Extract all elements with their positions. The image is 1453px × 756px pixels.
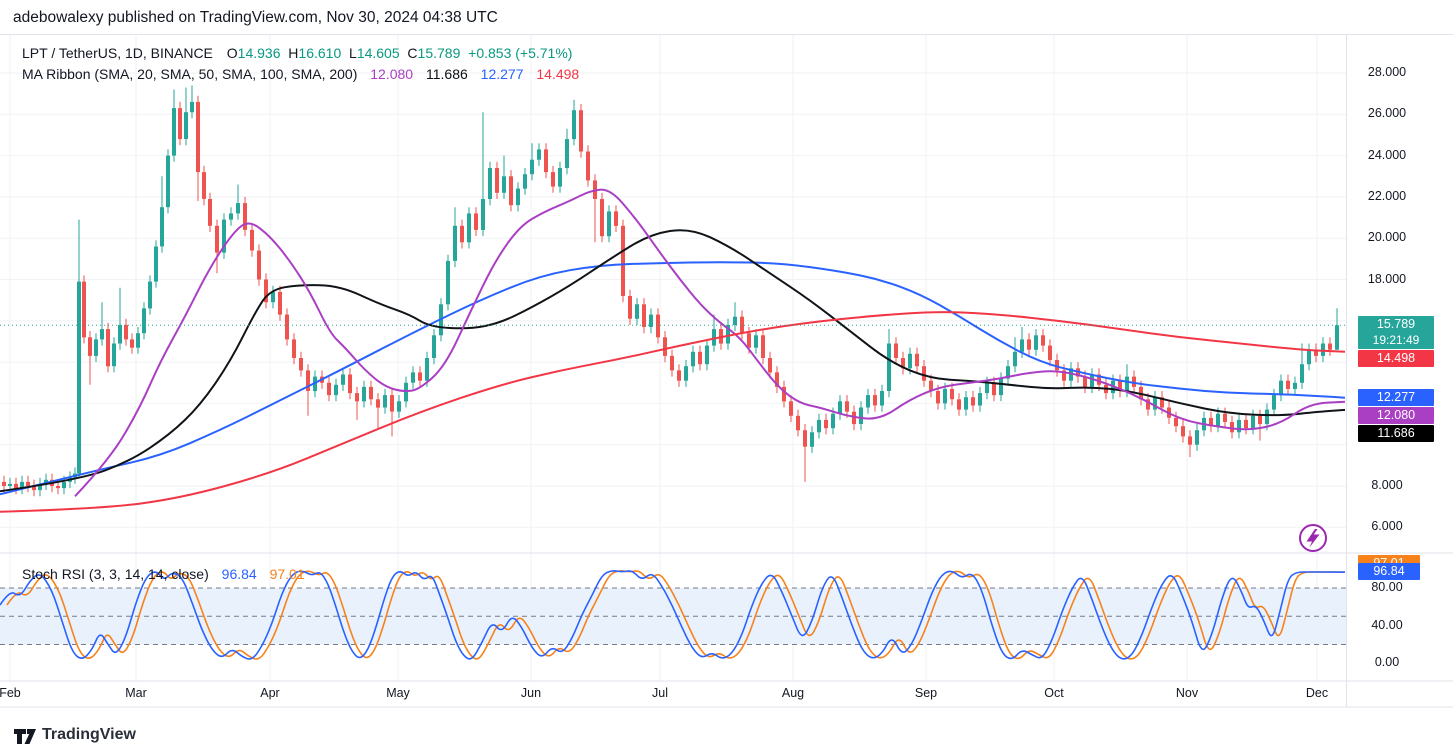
ma50-value: 11.686 <box>425 66 468 82</box>
publish-byline: adebowalexy published on TradingView.com… <box>13 9 498 26</box>
stoch-tick: 0.00 <box>1374 655 1400 670</box>
price-badge: 14.498 <box>1358 350 1434 368</box>
price-tick: 6.000 <box>1371 519 1403 534</box>
stoch-d-value: 97.01 <box>269 566 305 582</box>
price-badge: 12.277 <box>1358 388 1434 406</box>
month-label: Nov <box>1175 686 1199 700</box>
price-tick: 26.000 <box>1367 106 1407 121</box>
ma-ribbon-legend[interactable]: MA Ribbon (SMA, 20, SMA, 50, SMA, 100, S… <box>22 66 579 82</box>
price-badge: 15.789 19:21:49 <box>1358 316 1434 350</box>
price-tick: 20.000 <box>1367 230 1407 245</box>
stoch-rsi-title: Stoch RSI (3, 3, 14, 14, close) <box>22 566 209 582</box>
ma-ribbon-title: MA Ribbon (SMA, 20, SMA, 50, SMA, 100, S… <box>22 66 358 82</box>
lightning-icon <box>1306 529 1320 548</box>
stoch-tick: 40.00 <box>1371 617 1403 632</box>
stoch-rsi-legend[interactable]: Stoch RSI (3, 3, 14, 14, close) 96.84 97… <box>22 566 305 582</box>
stoch-k-line <box>0 570 1346 660</box>
tradingview-brand-text[interactable]: TradingView <box>42 726 136 743</box>
stoch-band <box>0 588 1346 645</box>
price-tick: 28.000 <box>1367 65 1407 79</box>
stoch-tick: 80.00 <box>1371 580 1403 595</box>
month-label: Jul <box>652 686 668 700</box>
ohlc-high: H16.610 <box>288 45 342 61</box>
tradingview-logo[interactable] <box>13 725 37 747</box>
symbol-title: LPT / TetherUS, 1D, BINANCE <box>22 45 213 61</box>
price-tick: 8.000 <box>1371 478 1403 492</box>
price-badge: 11.686 <box>1358 424 1434 442</box>
ohlc-open: O14.936 <box>226 45 281 61</box>
month-label: Mar <box>125 686 147 700</box>
tradingview-logo-icon <box>14 729 36 744</box>
lightning-button[interactable] <box>1299 524 1327 552</box>
ma-line-sma100 <box>0 261 1346 496</box>
ma-line-sma50 <box>0 229 1346 493</box>
candlestick-series <box>2 85 1339 497</box>
price-tick: 18.000 <box>1367 271 1407 286</box>
stoch-k-value: 96.84 <box>221 566 257 582</box>
month-label: Aug <box>781 686 805 700</box>
price-tick: 22.000 <box>1367 188 1407 203</box>
ma200-value: 14.498 <box>536 66 580 82</box>
month-label: May <box>386 686 410 700</box>
price-badge: 12.080 <box>1358 406 1434 424</box>
month-label: Oct <box>1044 686 1064 700</box>
change-value: +0.853 (+5.71%) <box>468 45 573 61</box>
month-label: Apr <box>260 686 280 700</box>
month-label: Feb <box>0 686 21 700</box>
ohlc-low: L14.605 <box>349 45 400 61</box>
ma100-value: 12.277 <box>480 66 524 82</box>
month-label: Jun <box>520 686 542 700</box>
ohlc-close: C15.789 <box>407 45 461 61</box>
stoch-badge: 96.84 <box>1358 563 1420 581</box>
symbol-legend[interactable]: LPT / TetherUS, 1D, BINANCE O14.936 H16.… <box>22 45 572 61</box>
month-label: Dec <box>1305 686 1329 700</box>
ma-line-sma20 <box>74 188 1346 497</box>
ma20-value: 12.080 <box>370 66 414 82</box>
month-label: Sep <box>914 686 938 700</box>
price-tick: 24.000 <box>1367 147 1407 162</box>
ma-line-sma200 <box>0 311 1346 513</box>
